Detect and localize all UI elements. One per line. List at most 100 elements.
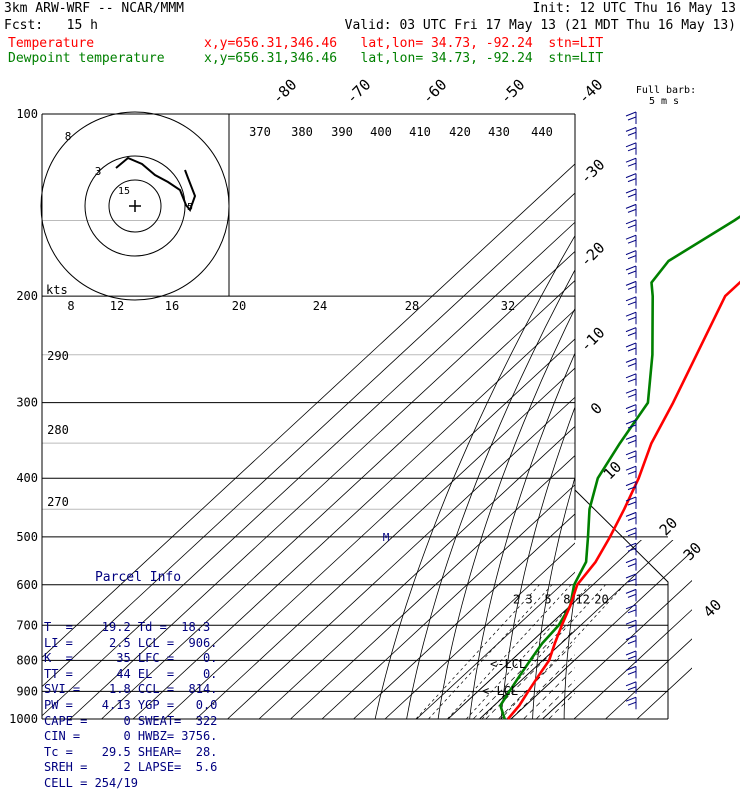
isotherm-line xyxy=(448,114,740,719)
wind-barb-flag xyxy=(628,256,636,259)
sounding-lines xyxy=(500,114,740,719)
theta-side-label: 270 xyxy=(47,495,69,509)
dry-adiabat-line xyxy=(407,114,665,719)
isotherm-label: -30 xyxy=(577,156,609,188)
mixing-ratio-label: 5 xyxy=(544,593,551,607)
parcel-info-row: CIN = 0 HWBZ= 3756. xyxy=(44,729,232,745)
mixing-ratio-label: 2 xyxy=(513,593,520,607)
wind-barb-flag xyxy=(628,517,636,520)
isotherm-label: 20 xyxy=(656,514,682,540)
pressure-tick-label: 300 xyxy=(16,396,38,410)
hodograph-ring-label: 8 xyxy=(65,130,72,143)
parcel-info-row: K = 35 LFC = 0. xyxy=(44,651,232,667)
isotherm-line xyxy=(543,114,740,719)
dry-adiabat-line xyxy=(712,114,740,719)
wind-barb-flag xyxy=(628,610,636,613)
wind-barb-flag xyxy=(626,620,636,624)
wind-barb-flag xyxy=(628,440,636,443)
parcel-info-row: T = 19.2 Td = 18.3 xyxy=(44,620,232,636)
theta-side-label: 290 xyxy=(47,349,69,363)
speed-tick-label: 24 xyxy=(313,299,327,313)
wind-barb-flag xyxy=(626,451,636,455)
wind-barb-flag xyxy=(626,266,636,270)
wind-barb-flag xyxy=(626,143,636,147)
lcl-marker: <-LCL xyxy=(482,684,518,698)
wind-barb-flag xyxy=(628,209,636,212)
parcel-info-row: SVI = 1.8 CCL = 814. xyxy=(44,682,232,698)
theta-side-label: 280 xyxy=(47,423,69,437)
wind-barb-flag xyxy=(626,559,636,563)
wind-barb-flag xyxy=(628,456,636,459)
wind-barb-flag xyxy=(626,312,636,316)
speed-tick-label: 32 xyxy=(501,299,515,313)
isotherm-line xyxy=(480,114,740,719)
theta-label: 410 xyxy=(409,125,431,139)
wind-barb-flag xyxy=(626,435,636,439)
theta-label: 440 xyxy=(531,125,553,139)
wind-barb-flag xyxy=(628,502,636,505)
isotherm-line xyxy=(448,114,740,719)
moist-adiabat-line xyxy=(524,296,740,719)
wind-barb-flag xyxy=(628,410,636,413)
wind-barb-flag xyxy=(626,405,636,409)
ccl-marker: <-LCL xyxy=(490,657,526,671)
theta-label: 430 xyxy=(488,125,510,139)
wind-barb-flag xyxy=(626,158,636,162)
full-barb-label: Full barb: xyxy=(636,85,696,96)
pressure-tick-label: 600 xyxy=(16,578,38,592)
wind-barb-flag xyxy=(626,389,636,393)
wind-barb-flag xyxy=(626,512,636,516)
isotherm-line xyxy=(417,114,740,719)
wind-barb-flag xyxy=(626,666,636,670)
isotherm-label: -50 xyxy=(497,76,529,108)
wind-barb-flag xyxy=(626,189,636,193)
wind-barb-flag xyxy=(626,697,636,701)
speed-tick-label: 8 xyxy=(67,299,74,313)
isotherm-line xyxy=(637,114,740,719)
full-barb-value: 5 m s xyxy=(649,96,679,107)
isotherm-label: -70 xyxy=(343,76,375,108)
pressure-tick-label: 500 xyxy=(16,530,38,544)
dry-adiabat-line xyxy=(626,114,740,719)
isotherm-line xyxy=(606,114,740,719)
wind-barb-flag xyxy=(626,235,636,239)
parcel-info-row: Tc = 29.5 SHEAR= 28. xyxy=(44,745,232,761)
wind-barb-flag xyxy=(628,163,636,166)
temperature-line xyxy=(508,114,740,719)
isotherm-label: -40 xyxy=(575,76,607,108)
theta-label: 420 xyxy=(449,125,471,139)
wind-barb-flag xyxy=(626,112,636,116)
wind-barb-flag xyxy=(628,132,636,135)
wind-barb-flag xyxy=(626,358,636,362)
wind-barb-flag xyxy=(628,687,636,690)
isotherm-line xyxy=(543,114,740,719)
wind-barb-flag xyxy=(628,671,636,674)
wind-barb-flag xyxy=(626,651,636,655)
mixing-ratio-label: 12 xyxy=(575,593,589,607)
parcel-info-row: TT = 44 EL = 0. xyxy=(44,667,232,683)
isotherm-line xyxy=(354,114,740,719)
mixing-ratio-label: 3 xyxy=(525,593,532,607)
parcel-info-row: PW = 4.13 YGP = 0.0 xyxy=(44,698,232,714)
moist-adiabat-line xyxy=(486,296,740,719)
theta-label: 390 xyxy=(331,125,353,139)
wind-barb-flag xyxy=(626,528,636,532)
wind-barb-flag xyxy=(626,343,636,347)
wind-barb-flag xyxy=(626,374,636,378)
wind-barb-flag xyxy=(628,271,636,274)
isotherm-line xyxy=(606,114,740,719)
wind-barb-flag xyxy=(628,533,636,536)
parcel-info-row: SREH = 2 LAPSE= 5.6 xyxy=(44,760,232,776)
mixing-ratio-label: 20 xyxy=(594,593,608,607)
isotherm-line xyxy=(637,114,740,719)
isotherm-line xyxy=(480,114,740,719)
dry-adiabat-line xyxy=(564,114,740,719)
isotherm-label: -80 xyxy=(269,76,301,108)
wind-barb-flag xyxy=(626,251,636,255)
wind-barb-flag xyxy=(626,220,636,224)
wind-barb-flag xyxy=(628,225,636,228)
isotherm-line xyxy=(228,114,740,719)
theta-label: 400 xyxy=(370,125,392,139)
isotherm-label: 40 xyxy=(700,596,726,622)
